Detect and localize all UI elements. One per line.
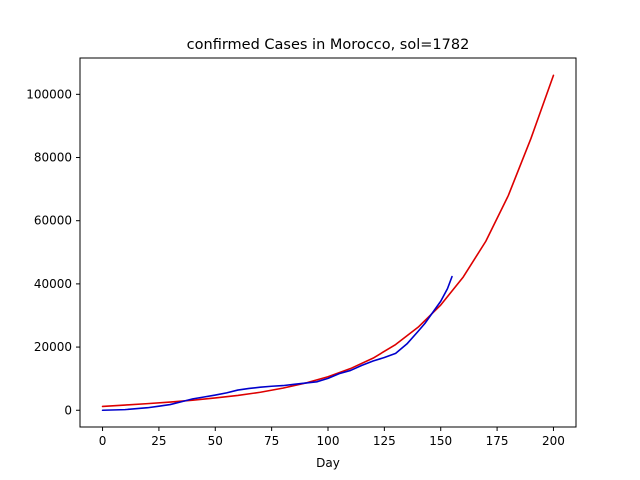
- x-tick-label: 0: [99, 434, 107, 448]
- y-tick-label: 20000: [34, 340, 72, 354]
- x-tick-label: 175: [486, 434, 509, 448]
- y-axis: 0 20000 40000 60000 80000 100000: [26, 87, 80, 417]
- x-tick-label: 25: [151, 434, 166, 448]
- x-axis-label: Day: [316, 456, 340, 470]
- y-tick-label: 100000: [26, 87, 72, 101]
- x-tick-label: 100: [317, 434, 340, 448]
- y-tick-label: 0: [64, 403, 72, 417]
- chart-title: confirmed Cases in Morocco, sol=1782: [187, 37, 470, 53]
- x-tick-label: 50: [208, 434, 223, 448]
- x-tick-label: 125: [373, 434, 396, 448]
- y-tick-label: 60000: [34, 214, 72, 228]
- fit-curve-line: [101, 74, 555, 408]
- plot-area: [101, 74, 555, 412]
- x-tick-label: 150: [429, 434, 452, 448]
- x-axis: 0 25 50 75 100 125 150 175 200: [99, 427, 565, 448]
- x-tick-label: 75: [264, 434, 279, 448]
- y-tick-label: 40000: [34, 277, 72, 291]
- x-tick-label: 200: [542, 434, 565, 448]
- plot-frame: [79, 57, 577, 428]
- y-tick-label: 80000: [34, 151, 72, 165]
- confirmed-cases-line: [101, 275, 453, 412]
